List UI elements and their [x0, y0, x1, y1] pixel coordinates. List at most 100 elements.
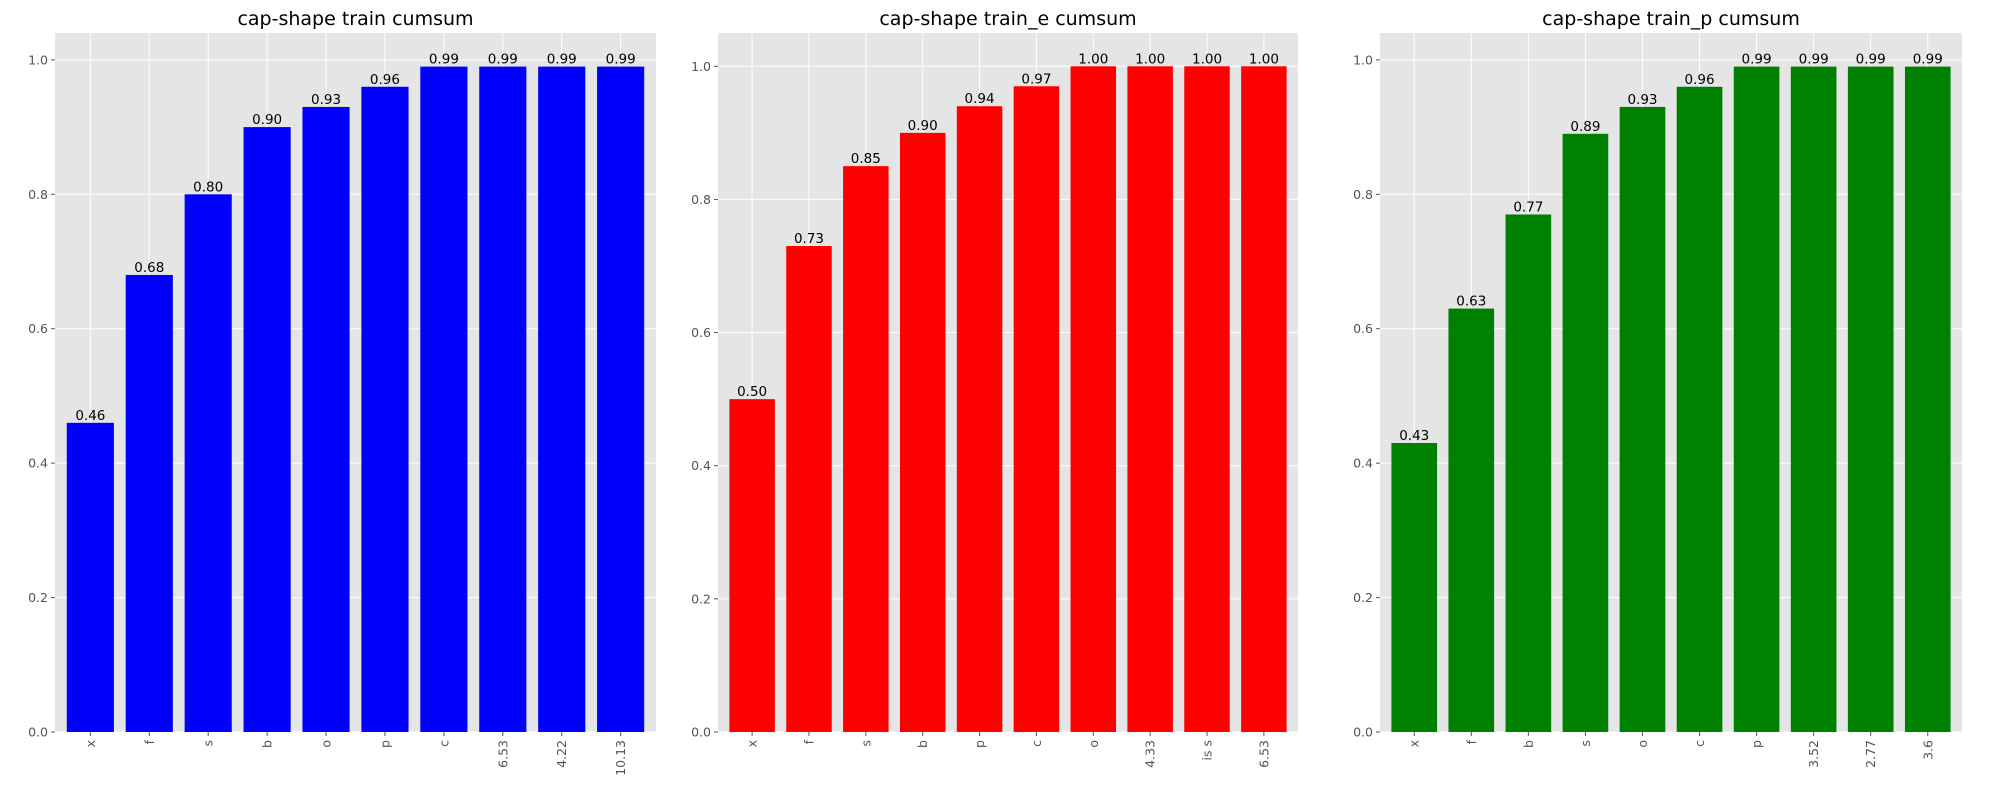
x-tick-label: o [1086, 740, 1101, 748]
x-tick-label: o [1635, 740, 1650, 748]
y-tick-label: 1.0 [28, 52, 48, 67]
chart-panel-3: 0.43 0.63 0.77 0.89 0.93 0.96 0.99 0.99 0.99 0.99… [1353, 8, 1962, 768]
chart-panel-2: 0.500.730.850.900.940.971.00 1.00 1.00 1.00… [691, 8, 1298, 768]
bar-b [1505, 214, 1552, 732]
x-tick-label: 3.52 [1806, 740, 1821, 768]
x-tick-label: c [1692, 740, 1707, 747]
x-tick-label: 6.53 [495, 740, 510, 768]
data-label: 0.93 [1627, 92, 1657, 108]
x-tick-label: f [142, 739, 157, 744]
bar-o [302, 106, 350, 733]
chart-title: cap-shape train_p cumsum [1542, 8, 1800, 30]
bar-6.53 [479, 66, 527, 732]
data-label: 0.80 [193, 179, 223, 195]
y-tick-label: 0.6 [1353, 321, 1373, 336]
y-tick-label: 0.6 [691, 325, 711, 340]
bar-f [1448, 308, 1495, 732]
data-label: 0.96 [370, 72, 400, 88]
data-label: 0.97 [1021, 71, 1051, 87]
data-label: 1.00 [1135, 51, 1165, 67]
y-tick-label: 0.0 [1353, 725, 1373, 740]
bar-o [1070, 66, 1117, 733]
bar-f [125, 274, 173, 732]
data-label: 0.96 [1684, 72, 1714, 88]
x-tick-label: 10.13 [613, 740, 628, 776]
y-tick-label: 0.0 [691, 725, 711, 740]
data-label: 0.99 [1913, 52, 1943, 68]
bar-p [1733, 66, 1780, 732]
data-label: 0.77 [1513, 199, 1543, 215]
data-label: 0.73 [794, 231, 824, 247]
y-tick-label: 0.0 [28, 725, 48, 740]
bar-x [729, 399, 775, 732]
y-tick-label: 0.2 [28, 590, 48, 605]
x-tick-label: s [858, 740, 873, 747]
x-tick-label: c [436, 740, 451, 747]
bar-s [843, 166, 889, 733]
x-tick-label: p [972, 740, 987, 748]
bar-2.77 [1847, 66, 1894, 732]
data-label: 0.99 [1799, 52, 1829, 68]
data-label: 0.46 [75, 408, 105, 424]
bar-x [66, 422, 114, 732]
x-tick-label: x [745, 740, 760, 747]
y-tick-label: 0.8 [1353, 187, 1373, 202]
x-tick-label: o [319, 740, 334, 748]
x-tick-label: x [83, 740, 98, 747]
x-tick-label: is s [1200, 740, 1215, 760]
x-tick-label: f [1464, 739, 1479, 744]
bar-6.53 [1241, 66, 1287, 733]
chart-title: cap-shape train_e cumsum [879, 8, 1136, 30]
bar-p [361, 86, 409, 733]
bar-p [956, 106, 1003, 732]
x-tick-label: 4.22 [554, 740, 569, 768]
bar-b [899, 132, 946, 732]
bar-s [184, 194, 232, 733]
y-tick-label: 0.6 [28, 321, 48, 336]
y-tick-label: 0.4 [28, 456, 48, 471]
data-label: 0.99 [488, 52, 518, 68]
data-label: 0.50 [737, 384, 767, 400]
y-tick-label: 0.4 [1353, 456, 1373, 471]
x-tick-label: b [260, 740, 275, 748]
x-tick-label: x [1407, 740, 1422, 747]
bar-s [1562, 133, 1609, 732]
data-label: 1.00 [1192, 51, 1222, 67]
data-label: 0.63 [1456, 294, 1486, 310]
bar-c [420, 66, 468, 732]
bar-10.13 [597, 66, 645, 732]
data-label: 0.99 [547, 52, 577, 68]
x-tick-label: 3.6 [1920, 740, 1935, 760]
data-label: 1.00 [1249, 51, 1279, 67]
data-label: 0.94 [965, 91, 995, 107]
bar-3.52 [1790, 66, 1837, 732]
bar-3.6 [1904, 66, 1951, 732]
chart-title: cap-shape train cumsum [237, 8, 473, 30]
bar-c [1013, 86, 1060, 732]
bar-f [786, 246, 832, 732]
bar-c [1676, 86, 1723, 733]
bar-x [1391, 442, 1438, 732]
y-tick-label: 0.8 [28, 187, 48, 202]
bar-o [1619, 106, 1666, 733]
y-tick-label: 0.8 [691, 192, 711, 207]
x-tick-label: c [1029, 740, 1044, 747]
x-tick-label: s [1578, 740, 1593, 747]
x-tick-label: 4.33 [1143, 740, 1158, 768]
y-tick-label: 1.0 [691, 59, 711, 74]
x-tick-label: 6.53 [1256, 740, 1271, 768]
x-tick-label: b [915, 740, 930, 748]
x-tick-label: f [801, 739, 816, 744]
x-tick-label: 2.77 [1863, 740, 1878, 768]
y-tick-label: 1.0 [1353, 52, 1373, 67]
bar-4.22 [538, 66, 586, 732]
data-label: 0.89 [1570, 119, 1600, 135]
x-tick-label: b [1521, 740, 1536, 748]
y-tick-label: 0.2 [1353, 590, 1373, 605]
data-label: 0.68 [134, 260, 164, 276]
data-label: 1.00 [1078, 51, 1108, 67]
data-label: 0.43 [1399, 428, 1429, 444]
y-tick-label: 0.4 [691, 458, 711, 473]
x-tick-label: s [201, 740, 216, 747]
